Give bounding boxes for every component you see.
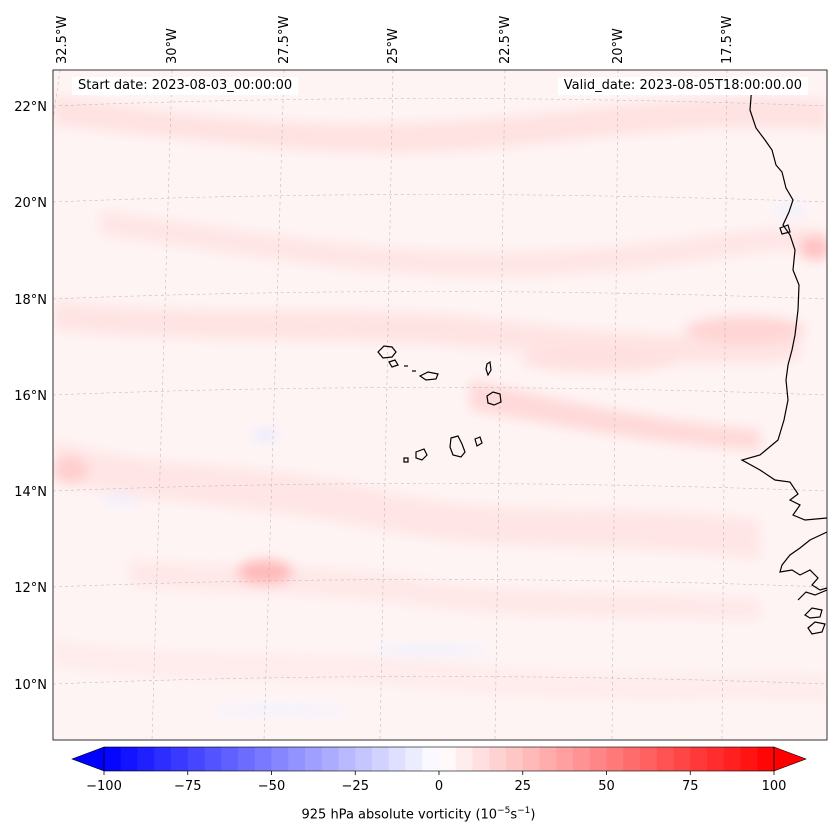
longitude-labels: 32.5°W 30°W 27.5°W 25°W 22.5°W 20°W 17.5… <box>55 16 735 64</box>
santiago-island <box>449 435 466 458</box>
colorbar-segment <box>455 747 473 771</box>
lat-label: 14°N <box>14 485 47 500</box>
cbar-label-main: 925 hPa absolute vorticity (10 <box>301 807 498 823</box>
vorticity-field <box>53 70 827 740</box>
colorbar-segment <box>355 747 373 771</box>
valid-date-label: Valid_date: 2023-08-05T18:00:00.00 <box>557 77 808 95</box>
colorbar-segment <box>187 747 205 771</box>
cbar-label-exp2: −1 <box>517 806 531 816</box>
graticule <box>53 70 827 740</box>
colorbar-segment <box>640 747 658 771</box>
colorbar-segment <box>606 747 624 771</box>
colorbar-max-extend <box>773 746 807 772</box>
colorbar-segment <box>204 747 222 771</box>
colorbar-segment <box>506 747 524 771</box>
africa-coastline <box>740 84 827 521</box>
lat-label: 20°N <box>14 196 47 211</box>
lon-label: 32.5°W <box>55 16 70 64</box>
colorbar-segment <box>539 747 557 771</box>
colorbar-segment <box>137 747 155 771</box>
lon-label: 20°W <box>611 28 626 64</box>
lat-label: 10°N <box>14 678 47 693</box>
colorbar-tick-label: −100 <box>86 779 122 794</box>
cbar-label-exp1: −5 <box>497 806 511 816</box>
latitude-labels: 22°N 20°N 18°N 16°N 14°N 12°N 10°N <box>14 100 47 693</box>
colorbar-segment <box>338 747 356 771</box>
santo-antao-island <box>377 345 397 359</box>
cbar-label-mid: s <box>510 807 518 823</box>
start-date-label: Start date: 2023-08-03_00:00:00 <box>72 77 299 95</box>
colorbar-segment <box>171 747 189 771</box>
start-date-prefix: Start date: <box>78 78 152 93</box>
colorbar-tick-label: 0 <box>435 779 443 794</box>
colorbar-segment <box>589 747 607 771</box>
colorbar-segment <box>372 747 390 771</box>
lon-label: 17.5°W <box>720 16 735 64</box>
sal-island <box>485 360 492 377</box>
colorbar-segment <box>707 747 725 771</box>
colorbar-min-extend <box>71 746 105 772</box>
coastline <box>377 84 827 635</box>
colorbar-label: 925 hPa absolute vorticity (10−5s−1) <box>0 806 837 822</box>
colorbar-segment <box>288 747 306 771</box>
colorbar-tick-label: −25 <box>342 779 369 794</box>
colorbar-tick-label: 25 <box>514 779 531 794</box>
colorbar-tick-label: −50 <box>258 779 285 794</box>
lon-label: 25°W <box>386 28 401 64</box>
colorbar-segment <box>154 747 172 771</box>
lon-label: 30°W <box>165 28 180 64</box>
colorbar-segment <box>120 747 138 771</box>
colorbar-tick-label: 75 <box>682 779 699 794</box>
colorbar-segment <box>556 747 574 771</box>
valid-date-prefix: Valid_date: <box>563 78 640 93</box>
colorbar-segment <box>388 747 406 771</box>
boa-vista-island <box>486 391 502 406</box>
lon-label: 27.5°W <box>277 16 292 64</box>
colorbar-segment <box>757 747 775 771</box>
colorbar-segment <box>673 747 691 771</box>
colorbar-segment <box>221 747 239 771</box>
colorbar-segment <box>472 747 490 771</box>
colorbar-segment <box>723 747 741 771</box>
colorbar-segment <box>690 747 708 771</box>
colorbar-segment <box>104 747 122 771</box>
start-date-value: 2023-08-03_00:00:00 <box>151 78 293 93</box>
colorbar-segment <box>321 747 339 771</box>
colorbar-segment <box>573 747 591 771</box>
colorbar-segment <box>271 747 289 771</box>
colorbar-tick-label: −75 <box>174 779 201 794</box>
colorbar-tick-label: 50 <box>598 779 615 794</box>
colorbar-segment <box>405 747 423 771</box>
colorbar-tick-label: 100 <box>762 779 787 794</box>
map-frame <box>52 69 828 741</box>
colorbar-segment <box>623 747 641 771</box>
cbar-label-end: ) <box>530 807 536 823</box>
guinea-bissau-coast <box>779 531 827 591</box>
lat-label: 22°N <box>14 100 47 115</box>
lat-label: 16°N <box>14 389 47 404</box>
colorbar-segment <box>740 747 758 771</box>
lon-label: 22.5°W <box>498 16 513 64</box>
colorbar-segment <box>254 747 272 771</box>
lat-label: 18°N <box>14 293 47 308</box>
colorbar-segment <box>238 747 256 771</box>
valid-date-value: 2023-08-05T18:00:00.00 <box>639 78 802 93</box>
lat-label: 12°N <box>14 581 47 596</box>
colorbar-segment <box>656 747 674 771</box>
colorbar-segment <box>422 747 440 771</box>
colorbar-segment <box>522 747 540 771</box>
colorbar-segment <box>439 747 457 771</box>
colorbar-segment <box>489 747 507 771</box>
colorbar: −100 −75 −50 −25 0 25 50 75 100 <box>71 746 807 794</box>
colorbar-segment <box>305 747 323 771</box>
